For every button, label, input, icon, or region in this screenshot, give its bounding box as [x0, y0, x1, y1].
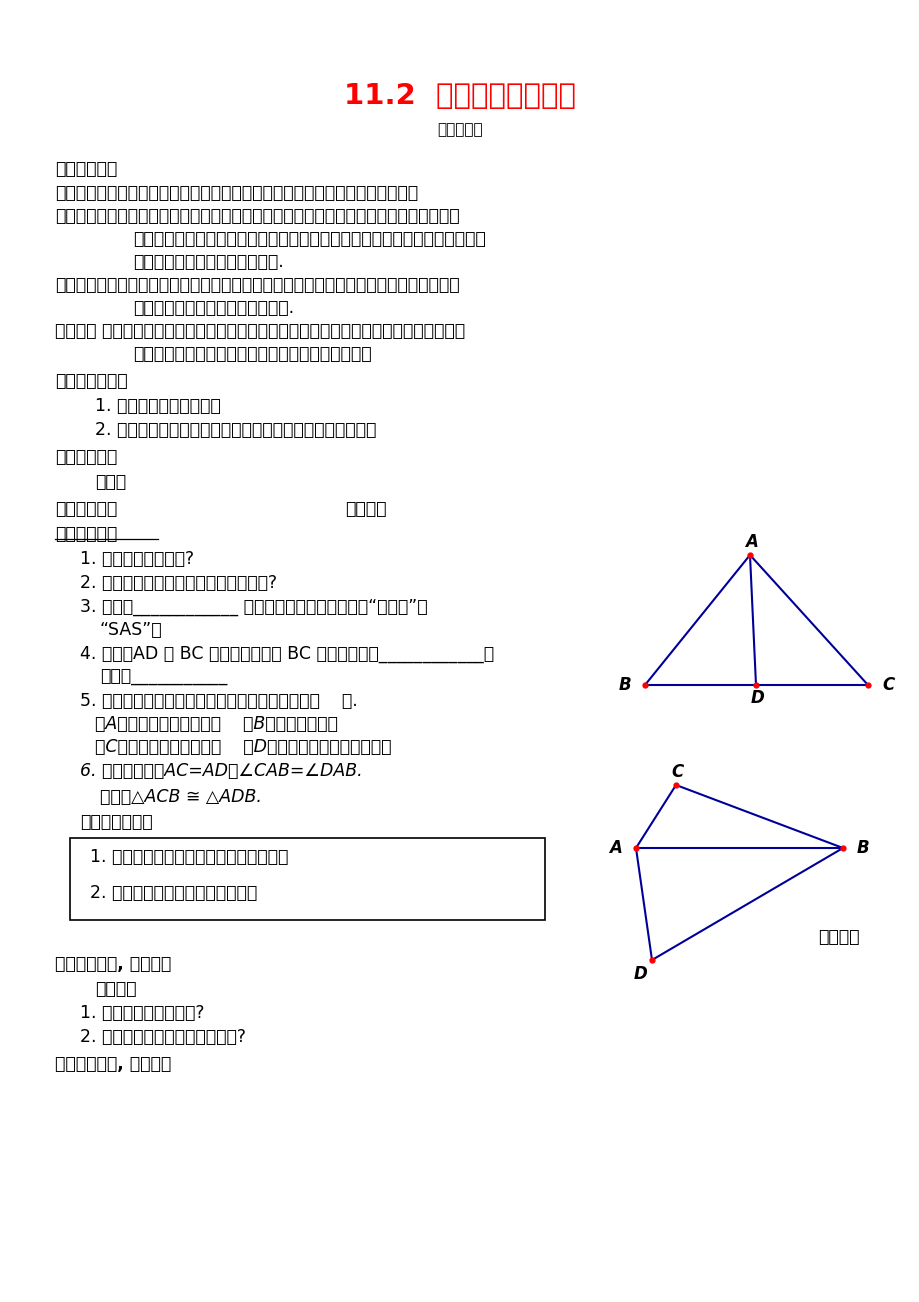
- Text: 【知识梁理】: 【知识梁理】: [55, 500, 117, 518]
- Text: 知识技能：掌握边角边条件的内容，能初步应用边角边条件判定两个三角形全等: 知识技能：掌握边角边条件的内容，能初步应用边角边条件判定两个三角形全等: [55, 184, 417, 202]
- Text: 【教学目标】: 【教学目标】: [55, 160, 117, 178]
- Text: 理能力，逐步掌握说理的基本方法.: 理能力，逐步掌握说理的基本方法.: [133, 299, 294, 316]
- Text: 情感态度 通过探究三角形全等的条件的活动，培养我们观察分析图形的能力及运算能力，: 情感态度 通过探究三角形全等的条件的活动，培养我们观察分析图形的能力及运算能力，: [55, 322, 465, 340]
- Text: 一、创设情境, 导入新课: 一、创设情境, 导入新课: [55, 954, 171, 973]
- Text: 11.2  三角形全等的判定: 11.2 三角形全等的判定: [344, 82, 575, 109]
- Text: 1. 什么是全等三角形?: 1. 什么是全等三角形?: [80, 549, 194, 568]
- Text: 2. 你会用什么方法证明两个三角形全等?: 2. 你会用什么方法证明两个三角形全等?: [80, 574, 277, 592]
- Text: 数学思考：在图形变换以及实际操作的过程中发展我们的空间观念，培养我们的几何直觉: 数学思考：在图形变换以及实际操作的过程中发展我们的空间观念，培养我们的几何直觉: [55, 207, 460, 225]
- Text: 一课时: 一课时: [95, 473, 126, 491]
- Text: 【教学重难点】: 【教学重难点】: [55, 372, 128, 391]
- Text: D: D: [632, 965, 646, 983]
- Text: 2. 有没有其他判定全等的方法呢?: 2. 有没有其他判定全等的方法呢?: [80, 1029, 245, 1046]
- Text: C: C: [881, 676, 893, 694]
- Text: 1. 自学本课内容后，你有哪些疑难之处？: 1. 自学本课内容后，你有哪些疑难之处？: [90, 848, 288, 866]
- Text: 3. 有两边____________ 的两个三角形全等。（简称“边角边”或: 3. 有两边____________ 的两个三角形全等。（简称“边角边”或: [80, 598, 427, 616]
- FancyBboxPatch shape: [70, 838, 544, 921]
- Text: （A）有两边一角对应相等    （B）三边对应相等: （A）有两边一角对应相等 （B）三边对应相等: [95, 715, 337, 733]
- Text: 根据是___________: 根据是___________: [100, 668, 227, 686]
- Text: 解决问题：经历探索三角形边角边判定定理的过程，在观察中寻求新知，在探索中发展推: 解决问题：经历探索三角形边角边判定定理的过程，在观察中寻求新知，在探索中发展推: [55, 276, 460, 294]
- Text: “SAS”）: “SAS”）: [100, 621, 163, 639]
- Text: A: A: [608, 838, 621, 857]
- Text: B: B: [618, 676, 630, 694]
- Text: （新授课）: （新授课）: [437, 122, 482, 137]
- Text: 5. 具备下列条件的两个三角形中，一定全等的是（    ）.: 5. 具备下列条件的两个三角形中，一定全等的是（ ）.: [80, 691, 357, 710]
- Text: A: A: [744, 533, 757, 551]
- Text: 课前延伸: 课前延伸: [345, 500, 386, 518]
- Text: 6. 已知：如图，AC=AD，∠CAB=∠DAB.: 6. 已知：如图，AC=AD，∠CAB=∠DAB.: [80, 762, 362, 780]
- Text: 自主学习记录卡: 自主学习记录卡: [80, 812, 153, 831]
- Text: C: C: [671, 763, 684, 781]
- Text: 【课时安排】: 【课时安排】: [55, 448, 117, 466]
- Text: B: B: [857, 838, 868, 857]
- Text: 求证：△ACB ≅ △ADB.: 求证：△ACB ≅ △ADB.: [100, 788, 262, 806]
- Text: 的演绎推理能力和发散思维能力.: 的演绎推理能力和发散思维能力.: [133, 253, 283, 271]
- Text: D: D: [750, 689, 764, 707]
- Text: 二、实践探究, 交流新知: 二、实践探究, 交流新知: [55, 1055, 171, 1073]
- Text: 1. 重点：边角边判定定理: 1. 重点：边角边判定定理: [95, 397, 221, 415]
- Text: 和识图能力，通过观察、猜想、验证、推理、交流等数学活动进一步发展学生: 和识图能力，通过观察、猜想、验证、推理、交流等数学活动进一步发展学生: [133, 230, 485, 247]
- Text: 2. 难点：指导我们分析问题，寻找判定三角形全等的定理。: 2. 难点：指导我们分析问题，寻找判定三角形全等的定理。: [95, 421, 376, 439]
- Text: （C）两边和夹角对应相等    （D）有三角对应相等的三角形: （C）两边和夹角对应相等 （D）有三角对应相等的三角形: [95, 738, 391, 756]
- Text: 课内探究: 课内探究: [818, 928, 859, 947]
- Text: 1. 如何判定三角形全等?: 1. 如何判定三角形全等?: [80, 1004, 204, 1022]
- Text: 2. 你有哪些问题要提交小组讨论？: 2. 你有哪些问题要提交小组讨论？: [90, 884, 257, 902]
- Text: 培养我们乐于探索的良好品质以及发现问题的能力。: 培养我们乐于探索的良好品质以及发现问题的能力。: [133, 345, 371, 363]
- Text: 基础知识填空: 基础知识填空: [55, 525, 117, 543]
- Text: 复习导入: 复习导入: [95, 980, 136, 999]
- Text: 4. 如图，AD 是 BC 边上的高，又是 BC 的中线，那么____________，: 4. 如图，AD 是 BC 边上的高，又是 BC 的中线，那么_________…: [80, 644, 494, 663]
